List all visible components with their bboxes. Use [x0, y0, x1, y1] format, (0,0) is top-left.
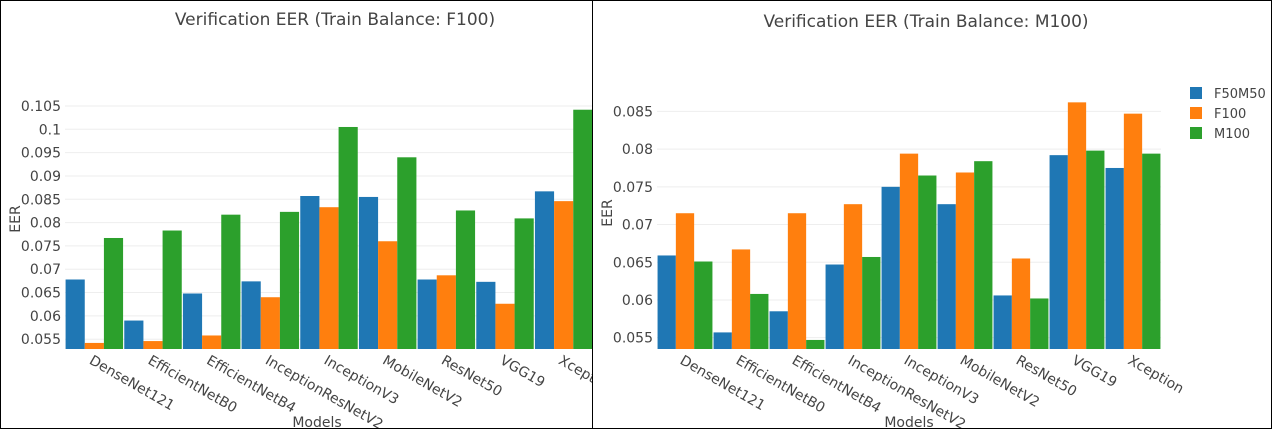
bar-m100-efficientnetb0	[162, 230, 182, 349]
bar-f50m50-mobilenetv2	[937, 204, 956, 349]
y-tick-label: 0.065	[21, 286, 61, 302]
y-tick-label: 0.09	[30, 169, 61, 185]
bar-m100-efficientnetb4	[806, 339, 825, 349]
bar-m100-xception	[1142, 153, 1161, 349]
bar-m100-xception	[573, 109, 592, 349]
y-tick-label: 0.075	[21, 239, 61, 255]
bar-m100-inceptionresnetv2	[279, 211, 300, 349]
chart-panel-m100: 0.055 0.06 0.065 0.07 0.075 0.08 0.085 DenseNe…	[592, 0, 1272, 429]
bar-f100-xception	[554, 201, 574, 349]
x-axis-label: Models	[292, 415, 341, 429]
bar-m100-vgg19	[514, 218, 534, 349]
bar-f50m50-inceptionresnetv2	[825, 264, 844, 349]
bar-m100-inceptionv3	[338, 126, 358, 350]
bar-f50m50-inceptionresnetv2	[241, 281, 261, 349]
bar-f50m50-inceptionv3	[881, 186, 900, 349]
bar-f50m50-efficientnetb4	[769, 311, 788, 349]
legend-swatch-m100	[1190, 127, 1202, 139]
bar-f100-efficientnetb4	[202, 335, 222, 349]
bar-m100-inceptionresnetv2	[862, 256, 881, 349]
bar-f100-inceptionv3	[899, 153, 919, 349]
x-tick-label: Xception	[556, 353, 593, 398]
bar-f100-xception	[1123, 113, 1143, 349]
bar-f100-resnet50	[436, 275, 456, 349]
y-axis-label: EER	[600, 199, 616, 227]
bars	[65, 109, 592, 350]
bar-f100-densenet121	[675, 213, 695, 349]
y-tick-label: 0.105	[21, 99, 61, 115]
y-tick-label: 0.06	[30, 309, 61, 325]
y-tick-labels: 0.055 0.06 0.065 0.07 0.075 0.08 0.085 0.09 0.09…	[21, 99, 61, 348]
bar-m100-efficientnetb4	[221, 214, 241, 349]
legend-label-m100: M100	[1214, 127, 1250, 142]
bar-f50m50-densenet121	[65, 279, 85, 349]
bar-f50m50-vgg19	[1049, 155, 1068, 349]
y-tick-label: 0.07	[30, 262, 61, 278]
bar-f50m50-resnet50	[417, 279, 437, 349]
y-tick-label: 0.08	[622, 142, 653, 158]
bar-chart-f100: 0.055 0.06 0.065 0.07 0.075 0.08 0.085 0.09 0.09…	[8, 10, 593, 429]
bar-f50m50-inceptionv3	[300, 196, 320, 349]
bar-f50m50-densenet121	[657, 255, 676, 349]
y-tick-label: 0.1	[39, 122, 61, 138]
bar-f100-resnet50	[1011, 258, 1031, 349]
chart-panel-f100: 0.055 0.06 0.065 0.07 0.075 0.08 0.085 0.09 0.09…	[0, 0, 593, 429]
bar-f100-efficientnetb0	[731, 249, 751, 349]
legend-label-f100: F100	[1214, 107, 1246, 122]
legend-label-f50m50: F50M50	[1214, 87, 1266, 102]
bar-f100-efficientnetb4	[787, 213, 807, 349]
legend-swatch-f100	[1190, 107, 1202, 119]
bar-m100-densenet121	[694, 261, 713, 349]
y-axis-label: EER	[8, 205, 24, 233]
bar-f50m50-resnet50	[993, 295, 1012, 349]
y-tick-label: 0.065	[613, 255, 653, 271]
bar-f50m50-xception	[1105, 167, 1124, 349]
bar-m100-mobilenetv2	[397, 157, 417, 349]
bar-f50m50-efficientnetb0	[124, 320, 144, 349]
bar-f100-inceptionv3	[319, 207, 339, 349]
bar-f50m50-mobilenetv2	[358, 196, 379, 349]
bar-f100-vgg19	[1067, 102, 1087, 349]
y-tick-label: 0.075	[613, 180, 653, 196]
bar-m100-inceptionv3	[918, 175, 937, 349]
bars	[657, 102, 1161, 349]
bar-f50m50-vgg19	[476, 281, 496, 349]
bar-f50m50-xception	[534, 191, 555, 349]
x-axis-label: Models	[884, 415, 933, 429]
legend: F50M50 F100 M100	[1190, 87, 1266, 142]
bar-f100-inceptionresnetv2	[260, 297, 280, 349]
bar-m100-resnet50	[455, 210, 476, 349]
bar-f100-vgg19	[495, 303, 515, 349]
bar-f100-mobilenetv2	[955, 172, 975, 349]
y-tick-label: 0.07	[622, 218, 653, 234]
y-tick-labels: 0.055 0.06 0.065 0.07 0.075 0.08 0.085	[613, 104, 653, 346]
y-tick-label: 0.095	[21, 146, 61, 162]
bar-f50m50-efficientnetb4	[182, 293, 203, 349]
chart-title: Verification EER (Train Balance: M100)	[763, 12, 1088, 32]
bar-f100-efficientnetb0	[143, 341, 163, 349]
bar-m100-efficientnetb0	[750, 293, 769, 349]
bar-f100-inceptionresnetv2	[843, 204, 863, 349]
chart-title: Verification EER (Train Balance: F100)	[175, 10, 495, 30]
y-tick-label: 0.055	[613, 331, 653, 347]
bar-m100-mobilenetv2	[974, 161, 993, 349]
y-tick-label: 0.085	[21, 192, 61, 208]
y-tick-label: 0.06	[622, 293, 653, 309]
bar-f100-densenet121	[84, 342, 104, 349]
bar-f50m50-efficientnetb0	[713, 332, 732, 349]
bar-m100-densenet121	[103, 237, 124, 349]
x-tick-label: Xception	[1125, 353, 1186, 398]
bar-m100-resnet50	[1030, 298, 1049, 349]
y-tick-label: 0.08	[30, 216, 61, 232]
y-tick-label: 0.055	[21, 332, 61, 348]
y-tick-label: 0.085	[613, 104, 653, 120]
bar-m100-vgg19	[1086, 150, 1105, 349]
bar-f100-mobilenetv2	[378, 241, 398, 349]
legend-swatch-f50m50	[1190, 87, 1202, 99]
